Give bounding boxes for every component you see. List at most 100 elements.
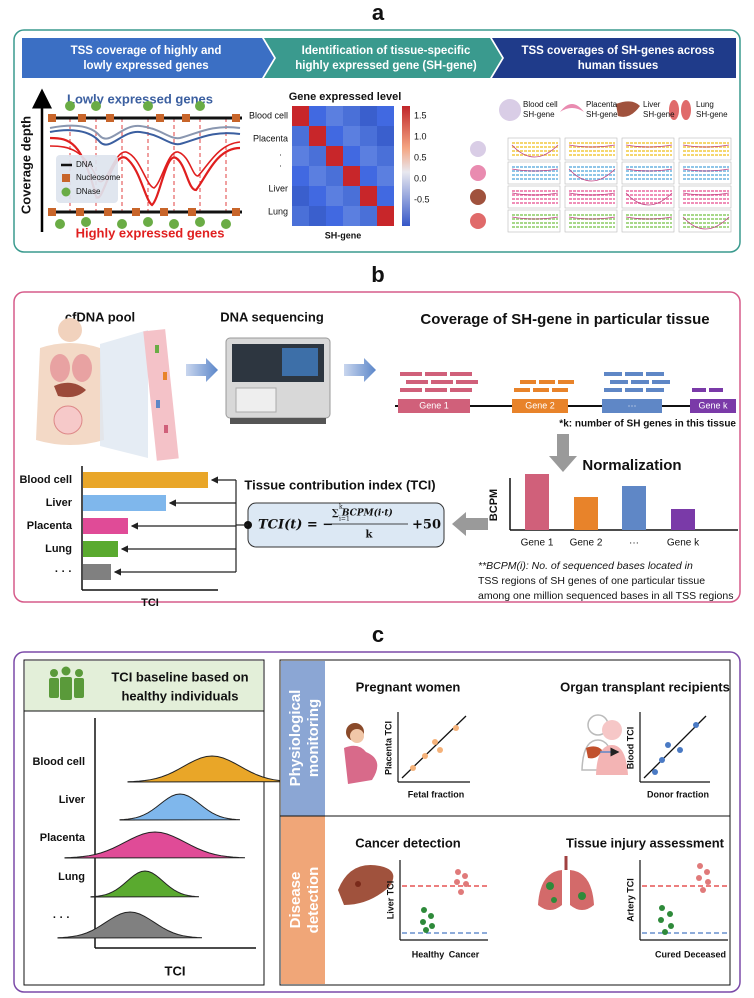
panel-label: c <box>372 622 384 647</box>
shape <box>570 870 594 910</box>
bar <box>525 474 549 530</box>
mini-plot <box>678 137 732 161</box>
step-title: Normalization <box>582 457 681 474</box>
note: *k: number of SH genes in this tissue <box>559 419 736 430</box>
reads <box>400 372 723 392</box>
shape <box>658 917 664 923</box>
group-label: Cancer <box>449 949 480 959</box>
shape <box>453 725 459 731</box>
step-text: Identification of tissue-specific <box>302 45 471 57</box>
nucleosome <box>182 114 190 122</box>
read <box>646 388 664 392</box>
heatmap-cell <box>377 106 394 126</box>
heatmap-cell <box>360 166 377 186</box>
legend-swatch <box>62 174 70 182</box>
shape <box>54 382 86 398</box>
step-text: highly expressed gene (SH-gene) <box>295 60 477 72</box>
nucleosome <box>48 114 56 122</box>
heatmap-cell <box>326 126 343 146</box>
shape <box>235 387 277 413</box>
shape <box>75 669 83 677</box>
heatmap-cell <box>377 166 394 186</box>
nucleosome <box>106 114 114 122</box>
shape <box>602 720 622 740</box>
step-title: Coverage of SH-gene in particular tissue <box>420 311 709 328</box>
row-label: Liver <box>59 794 86 806</box>
read <box>539 380 555 384</box>
step-text: TSS coverages of SH-genes across <box>521 45 714 57</box>
shape <box>164 425 168 433</box>
tissue-icon <box>470 213 486 229</box>
axis-label: SH-gene <box>325 230 362 240</box>
heatmap-cell <box>360 206 377 226</box>
liver-icon <box>338 865 394 905</box>
mini-curve <box>625 168 673 172</box>
heatmap-cell <box>292 206 309 226</box>
dnase <box>195 101 205 111</box>
bar <box>83 564 111 580</box>
read <box>610 380 628 384</box>
mini-curve <box>511 168 559 172</box>
mini-curve <box>511 144 559 158</box>
legend-label: DNA <box>76 160 94 169</box>
shape <box>437 747 443 753</box>
bar-label: Liver <box>46 497 73 509</box>
read <box>709 388 723 392</box>
tissue-icon <box>560 104 584 112</box>
heatmap-cell <box>309 166 326 186</box>
shape <box>344 745 378 784</box>
case-title: Tissue injury assessment <box>566 835 725 850</box>
colorbar-tick: 0.0 <box>414 173 427 183</box>
points <box>652 722 699 775</box>
band-label: monitoring <box>305 699 322 777</box>
section-title: TCI baseline based on <box>111 669 248 684</box>
row-label: Liver <box>268 183 288 193</box>
coverage-grid <box>470 137 732 233</box>
flow-arrow <box>344 358 376 382</box>
band-label: Disease <box>287 872 304 929</box>
shape <box>60 677 72 700</box>
shape <box>156 400 160 408</box>
shape <box>143 329 179 461</box>
heatmap-cell <box>343 206 360 226</box>
mini-curve <box>568 168 616 182</box>
heatmap <box>292 106 394 226</box>
read <box>431 380 453 384</box>
row-label: Blood cell <box>32 756 85 768</box>
heatmap-cell <box>326 206 343 226</box>
shape <box>50 669 58 677</box>
dnase <box>55 219 65 229</box>
row-label: Lung <box>58 871 85 883</box>
axis-label: Blood TCI <box>625 727 635 770</box>
shape <box>410 765 416 771</box>
dnase <box>117 219 127 229</box>
tissue-label: SH-gene <box>696 110 728 119</box>
read <box>520 380 536 384</box>
distribution <box>90 870 200 898</box>
shape <box>428 913 434 919</box>
heatmap-cell <box>343 186 360 206</box>
shape <box>462 873 468 879</box>
axis-label: Placenta TCI <box>383 721 393 775</box>
tissue-label: Placenta <box>586 100 618 109</box>
bar <box>671 509 695 530</box>
case-title: Pregnant women <box>356 679 461 694</box>
heatmap-cell <box>309 206 326 226</box>
bar <box>83 541 118 557</box>
nucleosome <box>232 114 240 122</box>
axis-label: Artery TCI <box>625 878 635 922</box>
mini-curve <box>568 192 616 196</box>
heatmap-cell <box>309 106 326 126</box>
heatmap-cell <box>292 146 309 166</box>
x-label: Gene 1 <box>521 538 554 549</box>
gene-box <box>690 399 736 413</box>
heatmap-cell <box>377 146 394 166</box>
axis-label: Coverage depth <box>18 116 33 214</box>
mini-curve <box>511 216 559 220</box>
shape <box>100 330 148 458</box>
shape <box>53 405 83 435</box>
shape <box>696 875 702 881</box>
read <box>558 380 574 384</box>
section-band <box>281 816 325 984</box>
row-label: · · · <box>53 912 70 924</box>
